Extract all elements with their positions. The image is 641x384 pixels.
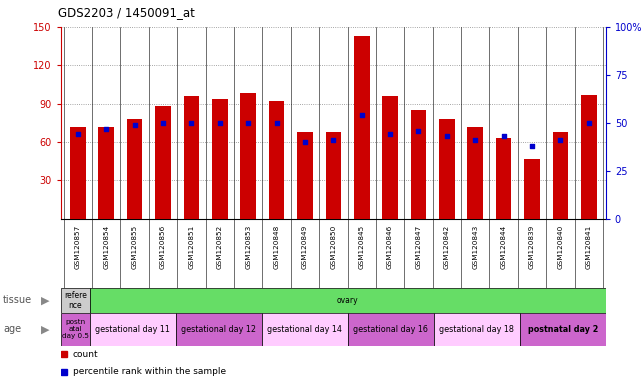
Text: GSM120849: GSM120849 [302, 224, 308, 269]
Bar [326, 132, 341, 219]
Text: GSM120851: GSM120851 [188, 224, 194, 269]
Point [442, 133, 452, 139]
Text: GSM120850: GSM120850 [330, 224, 337, 269]
Text: GSM120844: GSM120844 [501, 224, 506, 269]
Text: gestational day 18: gestational day 18 [439, 325, 514, 334]
Point [129, 122, 140, 128]
Point [73, 131, 83, 137]
Bar [155, 106, 171, 219]
Text: GSM120856: GSM120856 [160, 224, 166, 269]
Point [583, 120, 594, 126]
Text: GSM120853: GSM120853 [246, 224, 251, 269]
Text: ▶: ▶ [40, 295, 49, 306]
Text: GSM120846: GSM120846 [387, 224, 393, 269]
Bar [581, 95, 597, 219]
Text: ovary: ovary [337, 296, 358, 305]
Text: age: age [3, 324, 21, 334]
Point [555, 137, 565, 143]
Bar [61, 313, 90, 346]
Bar [61, 288, 90, 313]
Point [215, 120, 225, 126]
Point [499, 133, 509, 139]
Text: GSM120848: GSM120848 [274, 224, 279, 269]
Point [158, 120, 168, 126]
Bar [90, 313, 176, 346]
Text: refere
nce: refere nce [64, 291, 87, 310]
Point [243, 120, 253, 126]
Point [187, 120, 197, 126]
Point [356, 112, 367, 118]
Bar [183, 96, 199, 219]
Text: GSM120855: GSM120855 [131, 224, 138, 269]
Text: GSM120857: GSM120857 [75, 224, 81, 269]
Bar [70, 127, 86, 219]
Bar [411, 110, 426, 219]
Point [413, 127, 424, 134]
Text: percentile rank within the sample: percentile rank within the sample [73, 367, 226, 376]
Text: gestational day 12: gestational day 12 [181, 325, 256, 334]
Bar [297, 132, 313, 219]
Bar [212, 99, 228, 219]
Point [385, 131, 395, 137]
Text: postn
atal
day 0.5: postn atal day 0.5 [62, 319, 88, 339]
Text: ▶: ▶ [40, 324, 49, 334]
Bar [382, 96, 398, 219]
Text: GSM120841: GSM120841 [586, 224, 592, 269]
Text: GDS2203 / 1450091_at: GDS2203 / 1450091_at [58, 6, 195, 19]
Text: GSM120847: GSM120847 [415, 224, 421, 269]
Bar [553, 132, 568, 219]
Text: gestational day 14: gestational day 14 [267, 325, 342, 334]
Bar [347, 313, 434, 346]
Text: GSM120845: GSM120845 [359, 224, 365, 269]
Point [271, 120, 281, 126]
Text: gestational day 16: gestational day 16 [353, 325, 428, 334]
Point [328, 137, 338, 143]
Text: tissue: tissue [3, 295, 32, 306]
Text: GSM120839: GSM120839 [529, 224, 535, 269]
Bar [99, 127, 114, 219]
Text: GSM120840: GSM120840 [557, 224, 563, 269]
Point [300, 139, 310, 145]
Bar [269, 101, 285, 219]
Bar [262, 313, 347, 346]
Text: GSM120842: GSM120842 [444, 224, 450, 269]
Bar [176, 313, 262, 346]
Point [470, 137, 480, 143]
Text: count: count [73, 350, 99, 359]
Text: GSM120854: GSM120854 [103, 224, 110, 269]
Text: postnatal day 2: postnatal day 2 [528, 325, 598, 334]
Bar [240, 93, 256, 219]
Text: gestational day 11: gestational day 11 [95, 325, 170, 334]
Bar [524, 159, 540, 219]
Text: GSM120843: GSM120843 [472, 224, 478, 269]
Bar [354, 36, 369, 219]
Bar [520, 313, 606, 346]
Text: GSM120852: GSM120852 [217, 224, 223, 269]
Bar [127, 119, 142, 219]
Bar [467, 127, 483, 219]
Bar [434, 313, 520, 346]
Point [101, 126, 112, 132]
Point [527, 143, 537, 149]
Bar [495, 138, 512, 219]
Bar [439, 119, 454, 219]
